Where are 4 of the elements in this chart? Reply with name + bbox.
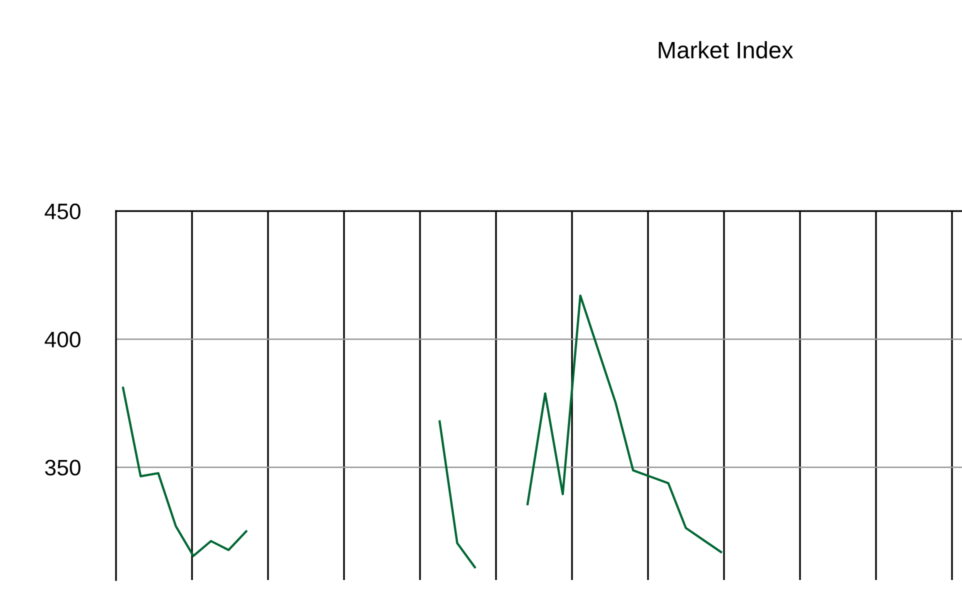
y-tick-label: 450 — [44, 204, 80, 220]
chart-title: Market Index — [658, 41, 794, 58]
y-tick-label: 400 — [44, 332, 80, 348]
y-tick-label: 350 — [45, 460, 80, 476]
